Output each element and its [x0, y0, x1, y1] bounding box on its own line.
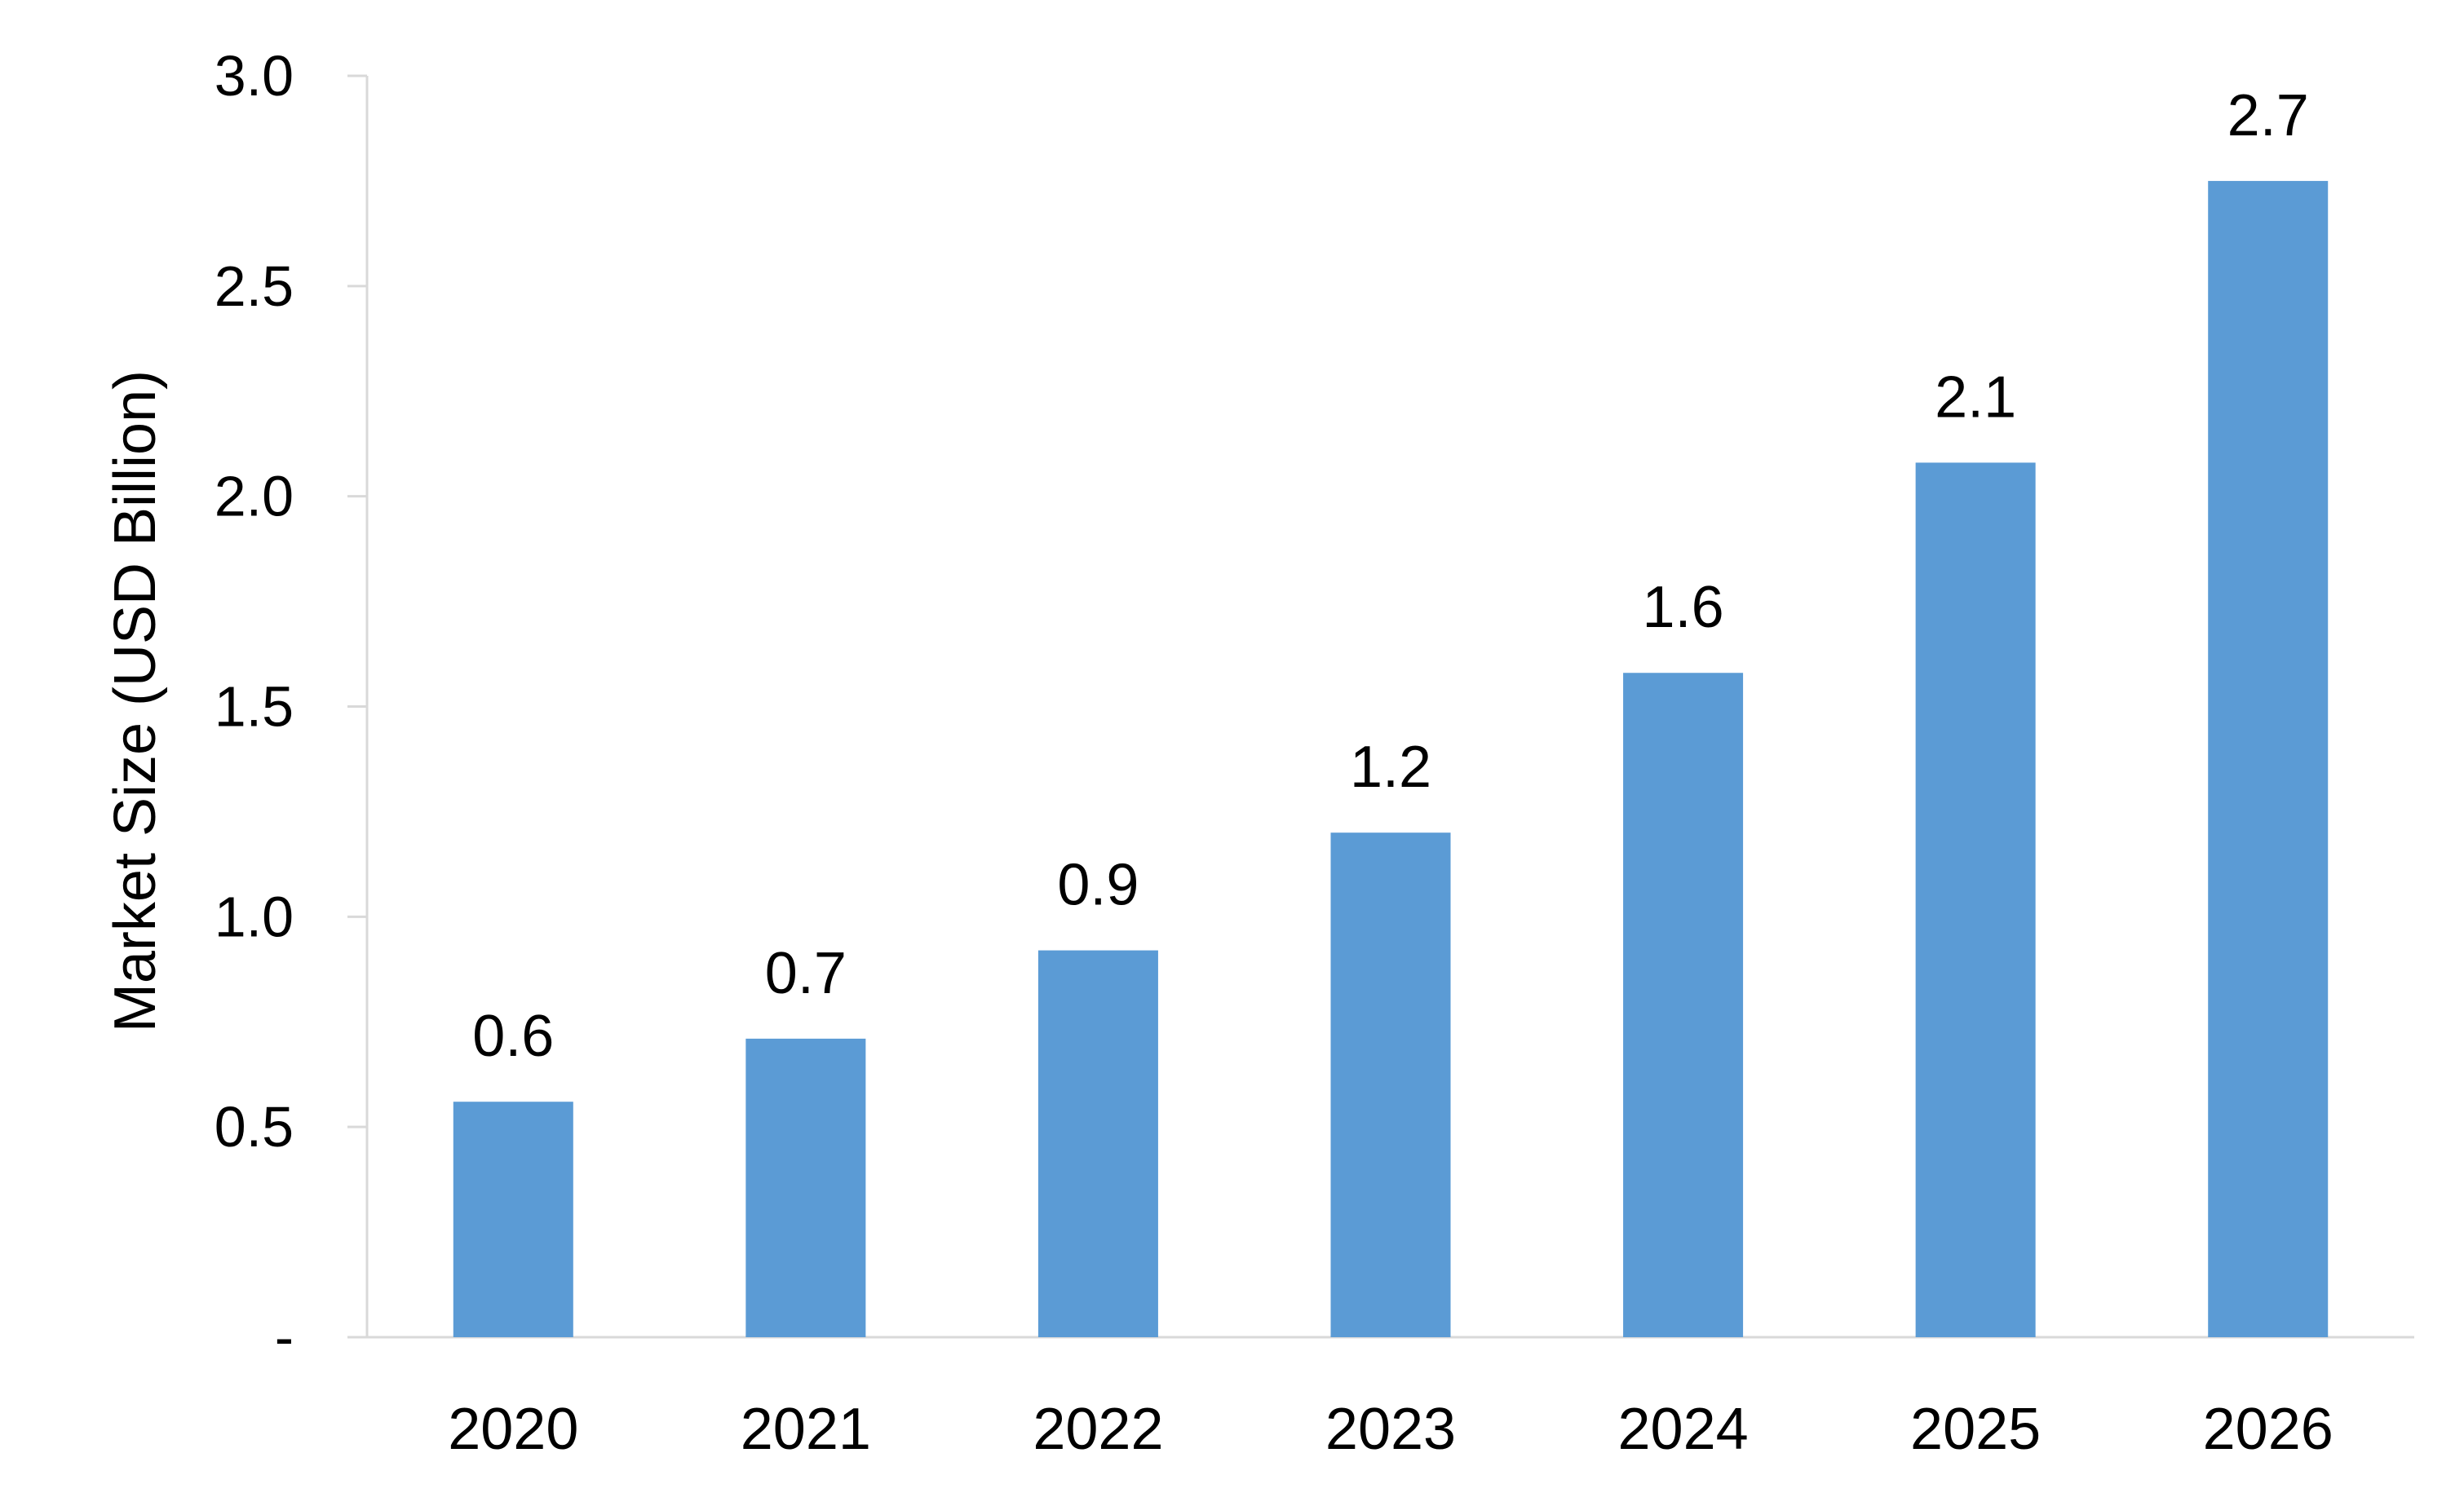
x-tick-label: 2021 [741, 1397, 871, 1462]
x-axis: 2020 2021 2022 2023 2024 2025 2026 [347, 1336, 2414, 1462]
data-label: 1.2 [1350, 735, 1431, 800]
y-tick-label: - [275, 1305, 294, 1369]
data-label: 0.7 [765, 941, 847, 1006]
data-label: 2.1 [1935, 364, 2016, 430]
data-label: 2.7 [2227, 83, 2309, 148]
y-tick-label: 3.0 [215, 44, 294, 108]
bar [453, 1102, 573, 1337]
data-labels: 0.6 0.7 0.9 1.2 1.6 2.1 2.7 [472, 83, 2309, 1069]
bar [1330, 832, 1451, 1337]
bar [1037, 950, 1158, 1337]
y-tick-label: 2.0 [215, 465, 294, 528]
y-tick-label: 1.0 [215, 885, 294, 948]
bar [1623, 673, 1744, 1337]
y-axis-title: Market Size (USD Billion) [103, 370, 168, 1032]
y-tick-label: 0.5 [215, 1095, 294, 1159]
y-axis: - 0.5 1.0 1.5 2.0 2.5 3.0 [215, 44, 369, 1369]
data-label: 0.6 [472, 1004, 554, 1069]
x-tick-label: 2024 [1617, 1397, 1748, 1462]
bar [2208, 180, 2329, 1338]
x-tick-label: 2022 [1033, 1397, 1163, 1462]
x-tick-label: 2026 [2203, 1397, 2334, 1462]
x-tick-label: 2025 [1910, 1397, 2041, 1462]
y-tick-label: 1.5 [215, 675, 294, 739]
x-tick-label: 2020 [448, 1397, 578, 1462]
data-label: 1.6 [1643, 575, 1724, 640]
bar [1915, 462, 2036, 1337]
x-tick-label: 2023 [1325, 1397, 1456, 1462]
data-label: 0.9 [1057, 853, 1139, 918]
bar [745, 1038, 866, 1337]
bars [453, 180, 2329, 1338]
y-tick-label: 2.5 [215, 254, 294, 318]
